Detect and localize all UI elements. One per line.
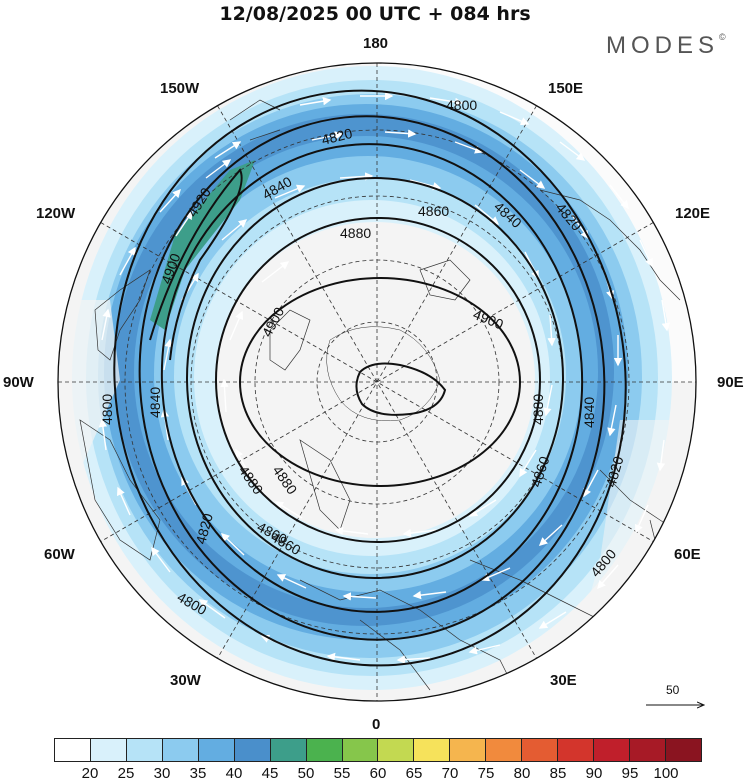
copyright-mark: © [719, 32, 726, 42]
colorbar-tick-label: 45 [261, 765, 279, 782]
contour-label: 4800 [446, 97, 477, 113]
lon-label-60e: 60E [674, 546, 701, 563]
colorbar-swatch [126, 739, 163, 761]
wind-speed-field: 4800 4820 4840 4860 4880 4900 4920 4800 … [58, 63, 696, 701]
wind-vectors [98, 91, 670, 664]
contour-label: 4880 [530, 394, 546, 425]
colorbar-swatch [234, 739, 271, 761]
calm-core [215, 222, 535, 538]
colorbar-swatch [450, 739, 487, 761]
lon-label-30w: 30W [170, 672, 201, 689]
colorbar-swatch [558, 739, 595, 761]
contour-label: 4860 [418, 203, 449, 219]
height-contours [113, 89, 691, 667]
modes-logo: MODES© [606, 32, 726, 60]
colorbar-tick-label: 95 [621, 765, 639, 782]
reference-vector-label: 50 [646, 683, 706, 713]
colorbar-tick-label: 80 [513, 765, 531, 782]
colorbar-swatch [414, 739, 451, 761]
colorbar-swatch [270, 739, 307, 761]
colorbar-swatch [90, 739, 127, 761]
colorbar-tick-label: 20 [81, 765, 99, 782]
colorbar-tick-label: 40 [225, 765, 243, 782]
colorbar-swatch [55, 739, 91, 761]
lon-label-180: 180 [363, 35, 389, 52]
lon-label-90e: 90E [717, 374, 744, 391]
colorbar-tick-label: 50 [297, 765, 315, 782]
colorbar-tick-label: 90 [585, 765, 603, 782]
colorbar-tick-label: 35 [189, 765, 207, 782]
colorbar-tick-label: 60 [369, 765, 387, 782]
colorbar-swatch [665, 739, 701, 761]
contour-label: 4820 [320, 125, 354, 148]
lon-label-90w: 90W [3, 374, 34, 391]
brand-text: MODES [606, 32, 720, 59]
contour-label: 4800 [99, 394, 115, 425]
lon-label-150e: 150E [548, 80, 584, 97]
lon-label-60w: 60W [44, 546, 75, 563]
colorbar-swatch [594, 739, 630, 761]
map-boundary [57, 62, 697, 702]
colorbar-tick-label: 70 [441, 765, 459, 782]
contour-label: 4880 [340, 225, 371, 241]
colorbar-tick-label: 85 [549, 765, 567, 782]
lon-label-150w: 150W [160, 80, 200, 97]
colorbar-tick-label: 75 [477, 765, 495, 782]
lon-label-30e: 30E [550, 672, 577, 689]
colorbar-swatch [378, 739, 415, 761]
colorbar-ticks: 20 25 30 35 40 45 50 55 60 65 70 75 80 85 90 95 100 [54, 765, 702, 782]
contour-label: 4820 [192, 511, 216, 545]
lon-label-0: 0 [372, 716, 381, 733]
contour-label: 4840 [581, 397, 597, 428]
lon-label-120e: 120E [675, 205, 711, 222]
colorbar-swatch [162, 739, 199, 761]
colorbar-swatch [306, 739, 343, 761]
colorbar-tick-label: 100 [653, 765, 679, 782]
colorbar-swatch [198, 739, 235, 761]
map-title: 12/08/2025 00 UTC + 084 hrs [219, 3, 531, 25]
colorbar-tick-label: 55 [333, 765, 351, 782]
colorbar [54, 738, 702, 762]
contour-label: 4840 [147, 387, 163, 418]
colorbar-swatch [522, 739, 559, 761]
colorbar-swatch [342, 739, 379, 761]
colorbar-swatch [486, 739, 523, 761]
colorbar-swatch [630, 739, 666, 761]
lon-label-120w: 120W [36, 205, 76, 222]
reference-vector-value: 50 [666, 683, 680, 697]
colorbar-tick-label: 25 [117, 765, 135, 782]
colorbar-tick-label: 30 [153, 765, 171, 782]
colorbar-tick-label: 65 [405, 765, 423, 782]
